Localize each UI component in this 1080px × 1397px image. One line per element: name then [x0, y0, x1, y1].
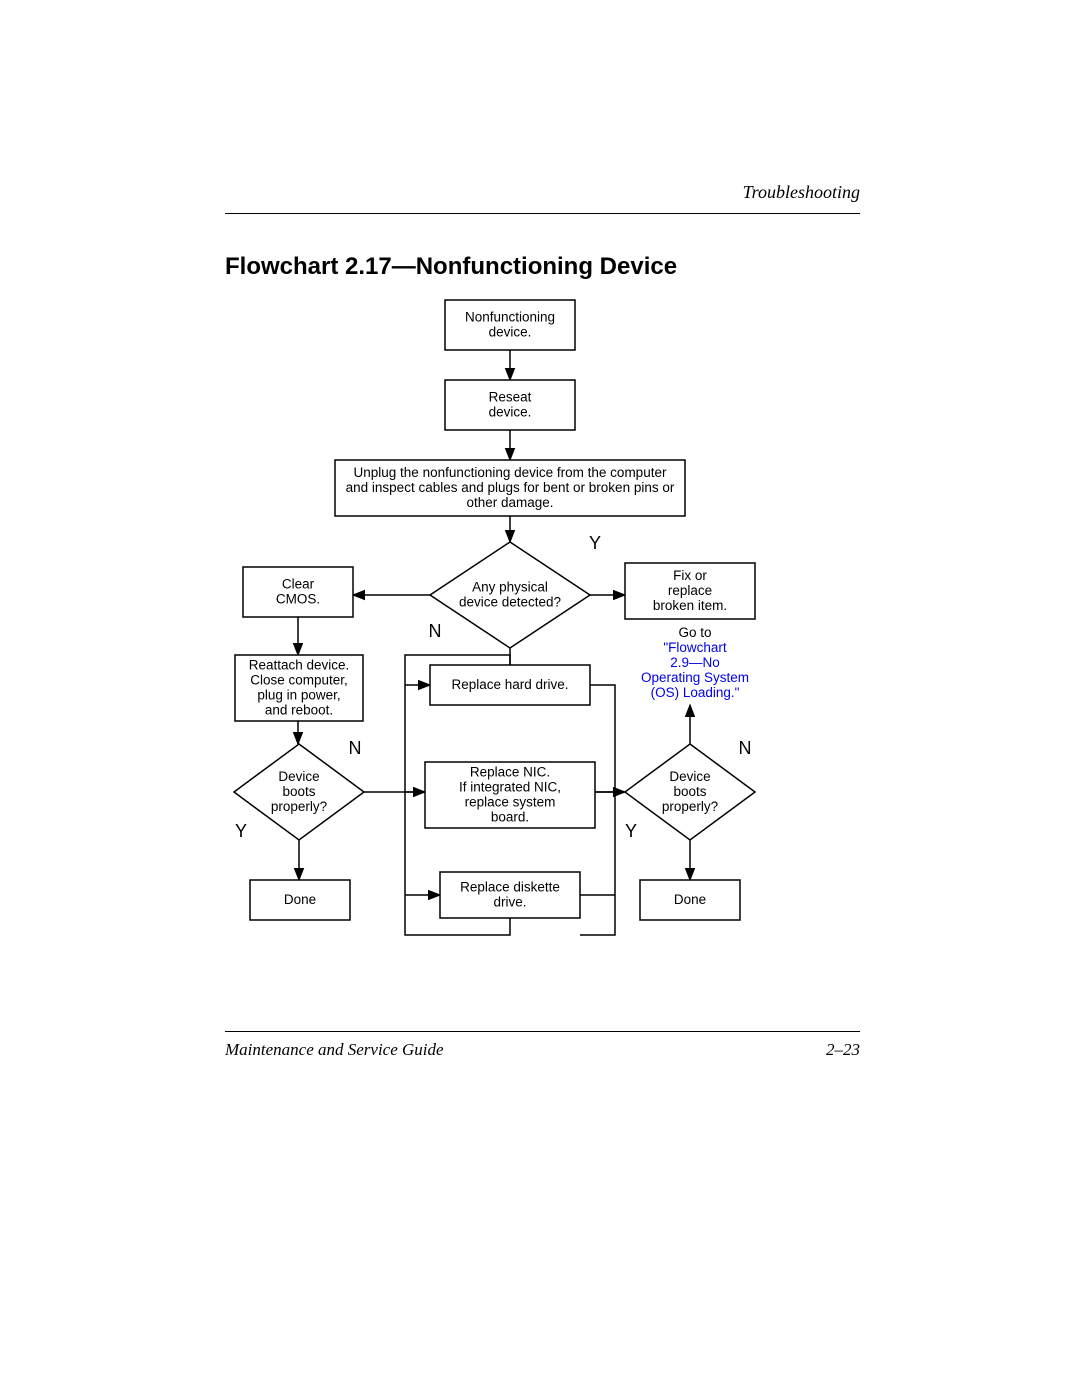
- page-title: Flowchart 2.17—Nonfunctioning Device: [225, 253, 677, 281]
- svg-text:Fix or: Fix or: [673, 568, 707, 583]
- node-n10: Replace diskettedrive.: [440, 872, 580, 918]
- svg-text:Done: Done: [674, 892, 706, 907]
- svg-text:device detected?: device detected?: [459, 595, 561, 610]
- svg-text:device.: device.: [489, 325, 532, 340]
- svg-text:N: N: [429, 621, 442, 641]
- svg-text:broken item.: broken item.: [653, 598, 727, 613]
- svg-text:Clear: Clear: [282, 577, 315, 592]
- svg-text:(OS) Loading.": (OS) Loading.": [651, 685, 740, 700]
- svg-text:properly?: properly?: [271, 799, 327, 814]
- svg-text:Y: Y: [589, 533, 601, 553]
- node-n11: Done: [640, 880, 740, 920]
- svg-text:replace: replace: [668, 583, 712, 598]
- svg-text:Reattach device.: Reattach device.: [249, 658, 350, 673]
- svg-text:CMOS.: CMOS.: [276, 592, 320, 607]
- svg-text:replace system: replace system: [465, 795, 556, 810]
- svg-text:Reseat: Reseat: [489, 390, 532, 405]
- svg-text:properly?: properly?: [662, 799, 718, 814]
- page: { "page": { "header_label": "Troubleshoo…: [0, 0, 1080, 1397]
- footer-left: Maintenance and Service Guide: [225, 1040, 444, 1060]
- node-n6: Reattach device.Close computer,plug in p…: [235, 655, 363, 721]
- svg-text:2.9—No: 2.9—No: [670, 655, 720, 670]
- svg-text:and inspect cables and plugs f: and inspect cables and plugs for bent or…: [346, 480, 675, 495]
- svg-text:Nonfunctioning: Nonfunctioning: [465, 310, 555, 325]
- node-n7: Replace hard drive.: [430, 665, 590, 705]
- svg-text:Device: Device: [669, 769, 710, 784]
- svg-text:Done: Done: [284, 892, 316, 907]
- svg-text:device.: device.: [489, 405, 532, 420]
- svg-text:N: N: [349, 738, 362, 758]
- svg-text:Replace diskette: Replace diskette: [460, 880, 560, 895]
- node-d2: Devicebootsproperly?: [234, 744, 364, 840]
- svg-text:Go to: Go to: [678, 625, 711, 640]
- section-header: Troubleshooting: [743, 182, 860, 203]
- node-n1: Nonfunctioningdevice.: [445, 300, 575, 350]
- svg-text:Replace NIC.: Replace NIC.: [470, 765, 550, 780]
- node-lnk[interactable]: Go to"Flowchart2.9—NoOperating System(OS…: [641, 625, 749, 700]
- svg-text:and reboot.: and reboot.: [265, 703, 333, 718]
- header-rule: [225, 213, 860, 214]
- node-n5: Fix orreplacebroken item.: [625, 563, 755, 619]
- node-d1: Any physicaldevice detected?: [430, 542, 590, 648]
- svg-text:Any physical: Any physical: [472, 580, 548, 595]
- node-n2: Reseatdevice.: [445, 380, 575, 430]
- footer-rule: [225, 1031, 860, 1032]
- svg-text:Unplug the nonfunctioning devi: Unplug the nonfunctioning device from th…: [354, 465, 667, 480]
- node-d3: Devicebootsproperly?: [625, 744, 755, 840]
- svg-text:boots: boots: [282, 784, 315, 799]
- footer-right: 2–23: [826, 1040, 860, 1060]
- svg-text:Y: Y: [235, 821, 247, 841]
- svg-text:Device: Device: [278, 769, 319, 784]
- svg-text:N: N: [739, 738, 752, 758]
- svg-text:"Flowchart: "Flowchart: [663, 640, 727, 655]
- flowchart: YNNYNYNonfunctioningdevice.Reseatdevice.…: [225, 295, 865, 965]
- node-n3: Unplug the nonfunctioning device from th…: [335, 460, 685, 516]
- node-n8: Replace NIC.If integrated NIC,replace sy…: [425, 762, 595, 828]
- node-n9: Done: [250, 880, 350, 920]
- svg-text:Replace hard drive.: Replace hard drive.: [451, 677, 568, 692]
- svg-text:plug in power,: plug in power,: [257, 688, 340, 703]
- svg-text:Operating System: Operating System: [641, 670, 749, 685]
- svg-text:boots: boots: [673, 784, 706, 799]
- svg-text:drive.: drive.: [493, 895, 526, 910]
- svg-text:other damage.: other damage.: [466, 495, 553, 510]
- svg-text:Close computer,: Close computer,: [250, 673, 348, 688]
- svg-text:Y: Y: [625, 821, 637, 841]
- node-n4: ClearCMOS.: [243, 567, 353, 617]
- svg-text:If integrated NIC,: If integrated NIC,: [459, 780, 561, 795]
- svg-text:board.: board.: [491, 810, 529, 825]
